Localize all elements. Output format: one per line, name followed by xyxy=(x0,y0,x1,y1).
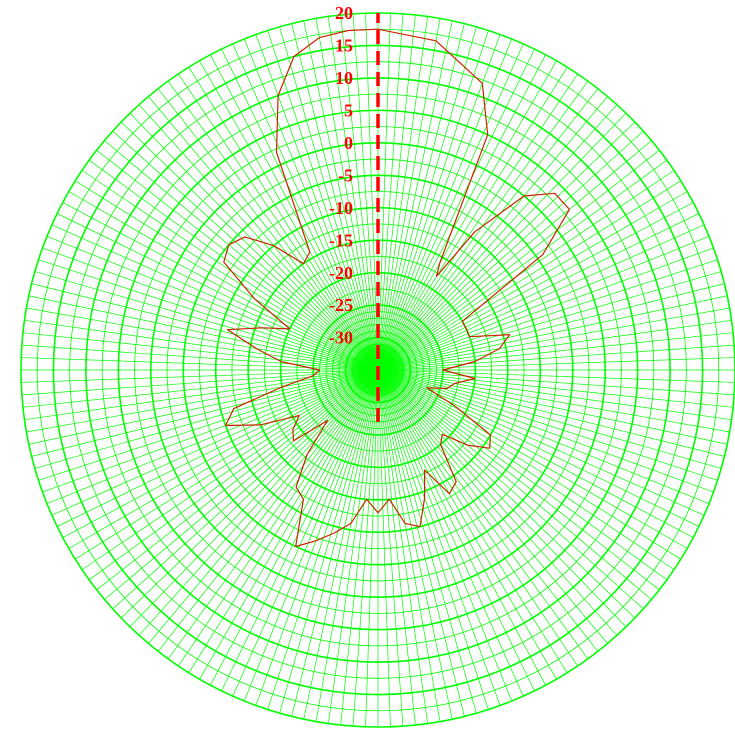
radial-tick-label: -30 xyxy=(329,328,353,348)
radial-tick-label: -15 xyxy=(329,230,353,250)
radial-axis: 20 15 10 5 0 -5 -10 -15 -20 -25 -30 xyxy=(329,3,380,422)
radial-tick-label: 0 xyxy=(344,133,353,153)
radial-tick-label: -25 xyxy=(329,295,353,315)
grid-major-ring xyxy=(182,174,574,566)
radiation-pattern xyxy=(223,28,571,548)
radial-tick-label: -5 xyxy=(338,165,353,185)
grid-major-ring xyxy=(117,109,639,631)
grid-minor-ring xyxy=(264,256,492,484)
radial-tick-label: 10 xyxy=(335,68,353,88)
polar-grid xyxy=(20,12,735,728)
radial-tick-label: 15 xyxy=(335,36,353,56)
grid-major-ring xyxy=(52,44,704,696)
radial-tick-label: -10 xyxy=(329,198,353,218)
radial-tick-label: -20 xyxy=(329,263,353,283)
radial-tick-label: 5 xyxy=(344,100,353,120)
radial-tick-label: 20 xyxy=(335,3,353,23)
pattern-series-line xyxy=(223,28,571,548)
grid-minor-ring xyxy=(199,191,557,549)
